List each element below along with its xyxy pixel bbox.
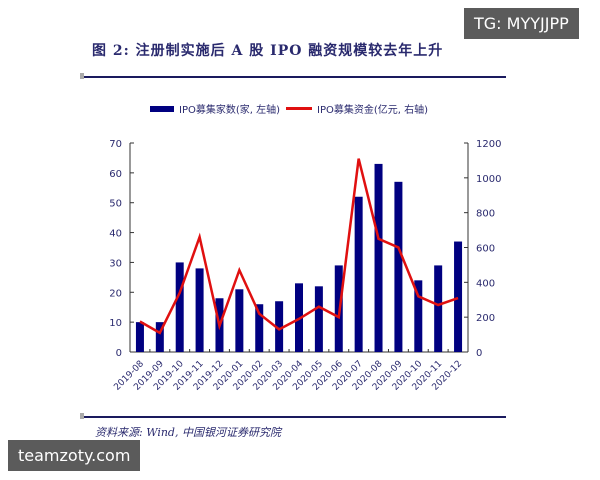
right-tick-label: 800	[476, 209, 495, 220]
footer-rule	[84, 416, 506, 418]
bar	[314, 286, 323, 352]
legend-bar-swatch	[150, 105, 174, 112]
watermark-bottom-left: teamzoty.com	[8, 440, 141, 471]
left-tick-label: 50	[109, 199, 122, 210]
bar	[394, 181, 403, 352]
figure-source: 资料来源: Wind, 中国银河证券研究院	[95, 426, 281, 439]
left-tick-label: 40	[109, 229, 122, 240]
bar	[235, 289, 244, 352]
title-rule-tick	[80, 73, 84, 79]
title-rule	[84, 76, 506, 78]
right-tick-label: 200	[476, 313, 495, 324]
right-tick-label: 600	[476, 244, 495, 255]
right-tick-label: 1200	[476, 139, 501, 150]
legend-line-label: IPO募集资金(亿元, 右轴)	[317, 105, 429, 116]
left-tick-label: 10	[109, 318, 122, 329]
bar	[454, 241, 463, 352]
left-tick-label: 20	[109, 288, 122, 299]
bar	[195, 268, 204, 352]
left-tick-label: 70	[109, 139, 122, 150]
legend-line-swatch	[286, 107, 313, 110]
right-tick-label: 1000	[476, 174, 501, 185]
bar	[255, 304, 264, 352]
chart-legend: IPO募集家数(家, 左轴) IPO募集资金(亿元, 右轴)	[150, 101, 428, 116]
watermark-top-right: TG: MYYJJPP	[464, 8, 579, 39]
bar	[374, 163, 383, 352]
footer-rule-tick	[80, 413, 84, 419]
right-tick-label: 400	[476, 278, 495, 289]
bar	[354, 196, 363, 352]
bar	[434, 265, 443, 352]
bar	[155, 322, 164, 352]
bar	[135, 322, 144, 352]
fund-line	[139, 158, 459, 335]
left-tick-label: 0	[116, 348, 122, 359]
bar	[414, 280, 423, 352]
figure-title: 图 2: 注册制实施后 A 股 IPO 融资规模较去年上升	[92, 43, 444, 59]
left-tick-label: 30	[109, 258, 122, 269]
bar	[175, 262, 184, 352]
legend-bar-label: IPO募集家数(家, 左轴)	[179, 105, 281, 116]
left-tick-label: 60	[109, 169, 122, 180]
right-tick-label: 0	[476, 348, 482, 359]
bar	[275, 301, 284, 352]
